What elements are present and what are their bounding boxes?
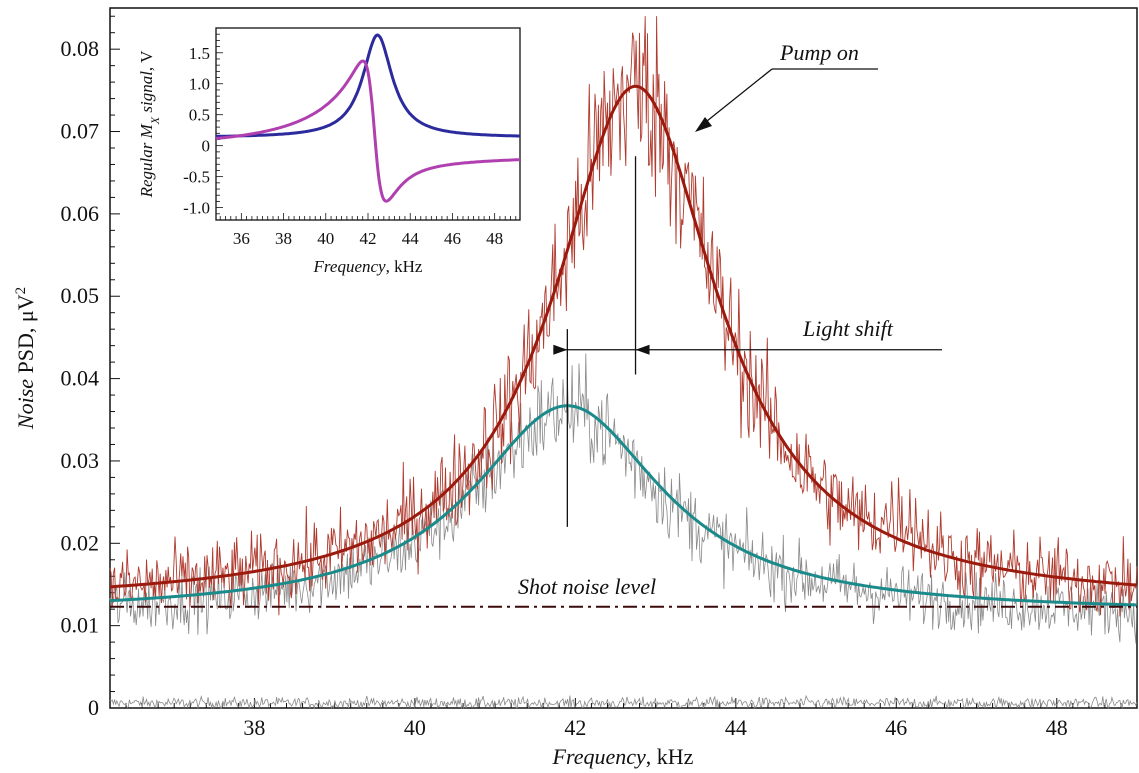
inset-x-tick-label: 44	[402, 229, 420, 248]
inset-y-tick-label: 0	[202, 137, 211, 156]
inset-axis-ticks: 36 38 40 42 44 46 48 1.5 1.0 0.5 0 -0.5 -1.0	[183, 33, 517, 248]
y-tick-label: 0.02	[61, 530, 100, 555]
y-axis-label: Noise PSD, μV2	[13, 287, 38, 430]
inset-series	[215, 33, 520, 203]
y-tick-label: 0.03	[61, 448, 100, 473]
y-tick-label: 0.07	[61, 119, 100, 144]
inset-dispersion-curve	[215, 59, 520, 203]
inset-x-tick-label: 38	[275, 229, 292, 248]
x-tick-label: 44	[725, 715, 747, 740]
pump-on-label: Pump on	[779, 40, 859, 65]
background-noise-trace	[109, 694, 1138, 710]
y-tick-label: 0.06	[61, 201, 100, 226]
y-tick-label: 0.01	[61, 613, 100, 638]
inset-x-tick-label: 48	[486, 229, 503, 248]
inset-y-tick-label: 1.5	[189, 44, 210, 63]
light-shift-arrowhead-right	[635, 344, 650, 355]
x-axis-label: Frequency, kHz	[552, 744, 694, 769]
x-tick-label: 46	[885, 715, 907, 740]
pump-on-fit-curve	[109, 84, 1138, 589]
inset-x-tick-label: 40	[317, 229, 334, 248]
inset-y-tick-label: -0.5	[183, 168, 210, 187]
pump-on-arrow-line	[701, 68, 773, 126]
inset-x-tick-label: 36	[233, 229, 250, 248]
y-tick-label: 0.08	[61, 36, 100, 61]
light-shift-label: Light shift	[802, 316, 894, 341]
pump-on-arrowhead	[695, 117, 712, 132]
x-tick-label: 40	[404, 715, 426, 740]
main-axis-ticks: 38 40 42 44 46 48 0 0.01 0.02 0.03 0.04 0.05 0.06 0.0…	[61, 15, 1122, 740]
light-shift-arrowhead-left	[553, 344, 568, 355]
pump-off-data-trace	[109, 353, 1138, 644]
pump-off-fit-curve	[109, 404, 1138, 607]
inset-x-tick-label: 46	[444, 229, 461, 248]
inset-y-tick-label: -1.0	[183, 199, 210, 218]
light-shift-marker	[553, 156, 942, 527]
main-series	[109, 16, 1138, 710]
y-tick-label: 0.04	[61, 366, 100, 391]
x-tick-label: 42	[564, 715, 586, 740]
shot-noise-label: Shot noise level	[518, 574, 656, 599]
inset-y-tick-label: 0.5	[189, 106, 210, 125]
x-tick-label: 48	[1046, 715, 1068, 740]
x-tick-label: 38	[243, 715, 265, 740]
inset-absorption-curve	[216, 33, 520, 138]
inset-x-axis-label: Frequency, kHz	[313, 257, 423, 276]
inset-x-tick-label: 42	[360, 229, 377, 248]
inset-y-axis-label: Regular MX signal, V	[137, 50, 162, 199]
y-tick-label: 0	[88, 695, 99, 720]
y-tick-label: 0.05	[61, 283, 100, 308]
inset-y-tick-label: 1.0	[189, 75, 210, 94]
pump-on-data-trace	[109, 16, 1138, 617]
